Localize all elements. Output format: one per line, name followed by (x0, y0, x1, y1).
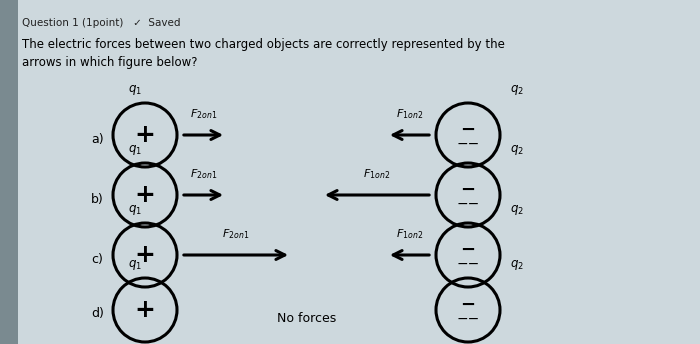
Text: −: − (461, 296, 475, 314)
Text: −−: −− (456, 312, 480, 326)
Text: +: + (134, 298, 155, 322)
Text: b): b) (91, 193, 104, 205)
Text: +: + (134, 183, 155, 207)
Text: $q_1$: $q_1$ (128, 203, 142, 217)
Text: −: − (461, 121, 475, 139)
Text: −: − (461, 241, 475, 259)
Text: The electric forces between two charged objects are correctly represented by the: The electric forces between two charged … (22, 38, 505, 51)
Text: $q_1$: $q_1$ (128, 258, 142, 272)
Text: −: − (461, 181, 475, 199)
Text: No forces: No forces (277, 312, 336, 324)
Text: arrows in which figure below?: arrows in which figure below? (22, 56, 197, 69)
Text: a): a) (91, 132, 104, 146)
Text: d): d) (91, 308, 104, 321)
Text: −−: −− (456, 137, 480, 151)
Text: $F_{2on1}$: $F_{2on1}$ (190, 167, 217, 181)
Text: +: + (134, 123, 155, 147)
Text: $q_2$: $q_2$ (510, 143, 524, 157)
Text: $q_1$: $q_1$ (128, 83, 142, 97)
Bar (0, 0, 18, 344)
Text: Question 1 (1point)   ✓  Saved: Question 1 (1point) ✓ Saved (22, 18, 181, 28)
Text: $q_2$: $q_2$ (510, 258, 524, 272)
Text: −−: −− (456, 257, 480, 271)
Text: $F_{2on1}$: $F_{2on1}$ (190, 107, 217, 121)
Text: $q_2$: $q_2$ (510, 203, 524, 217)
Text: +: + (134, 243, 155, 267)
Text: $F_{1on2}$: $F_{1on2}$ (396, 227, 423, 241)
Text: $F_{1on2}$: $F_{1on2}$ (363, 167, 391, 181)
Text: $F_{2on1}$: $F_{2on1}$ (223, 227, 250, 241)
Text: −−: −− (456, 197, 480, 211)
Text: c): c) (91, 252, 103, 266)
Text: $q_1$: $q_1$ (128, 143, 142, 157)
Text: $q_2$: $q_2$ (510, 83, 524, 97)
Text: $F_{1on2}$: $F_{1on2}$ (396, 107, 423, 121)
